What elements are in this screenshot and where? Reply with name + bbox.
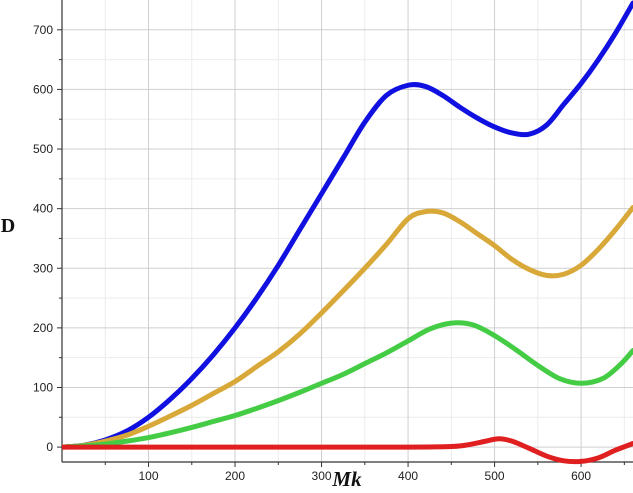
x-tick-label: 100 — [138, 469, 158, 483]
series-lines — [62, 0, 633, 465]
x-tick-label: 600 — [571, 469, 591, 483]
y-tick-label: 200 — [33, 321, 53, 335]
x-tick-label: 300 — [312, 469, 332, 483]
axes — [57, 0, 633, 467]
y-tick-label: 500 — [33, 142, 53, 156]
y-tick-label: 100 — [33, 380, 53, 394]
series-line-green — [62, 320, 633, 450]
series-line-orange — [62, 204, 633, 450]
y-tick-label: 700 — [33, 23, 53, 37]
y-tick-label: 400 — [33, 202, 53, 216]
tick-labels: 100 200 300 400 500 600 0 100 200 300 400 500 600 700 — [33, 23, 591, 483]
y-tick-label: 600 — [33, 82, 53, 96]
y-tick-label: 300 — [33, 261, 53, 275]
series-line-red — [62, 436, 633, 465]
x-tick-label: 200 — [225, 469, 245, 483]
series-line-blue — [62, 0, 633, 450]
grid — [62, 0, 633, 462]
x-tick-label: 400 — [398, 469, 418, 483]
y-axis-title: D — [1, 215, 15, 237]
x-axis-title: Mk — [331, 467, 362, 491]
x-tick-label: 500 — [485, 469, 505, 483]
y-tick-label: 0 — [46, 440, 53, 454]
